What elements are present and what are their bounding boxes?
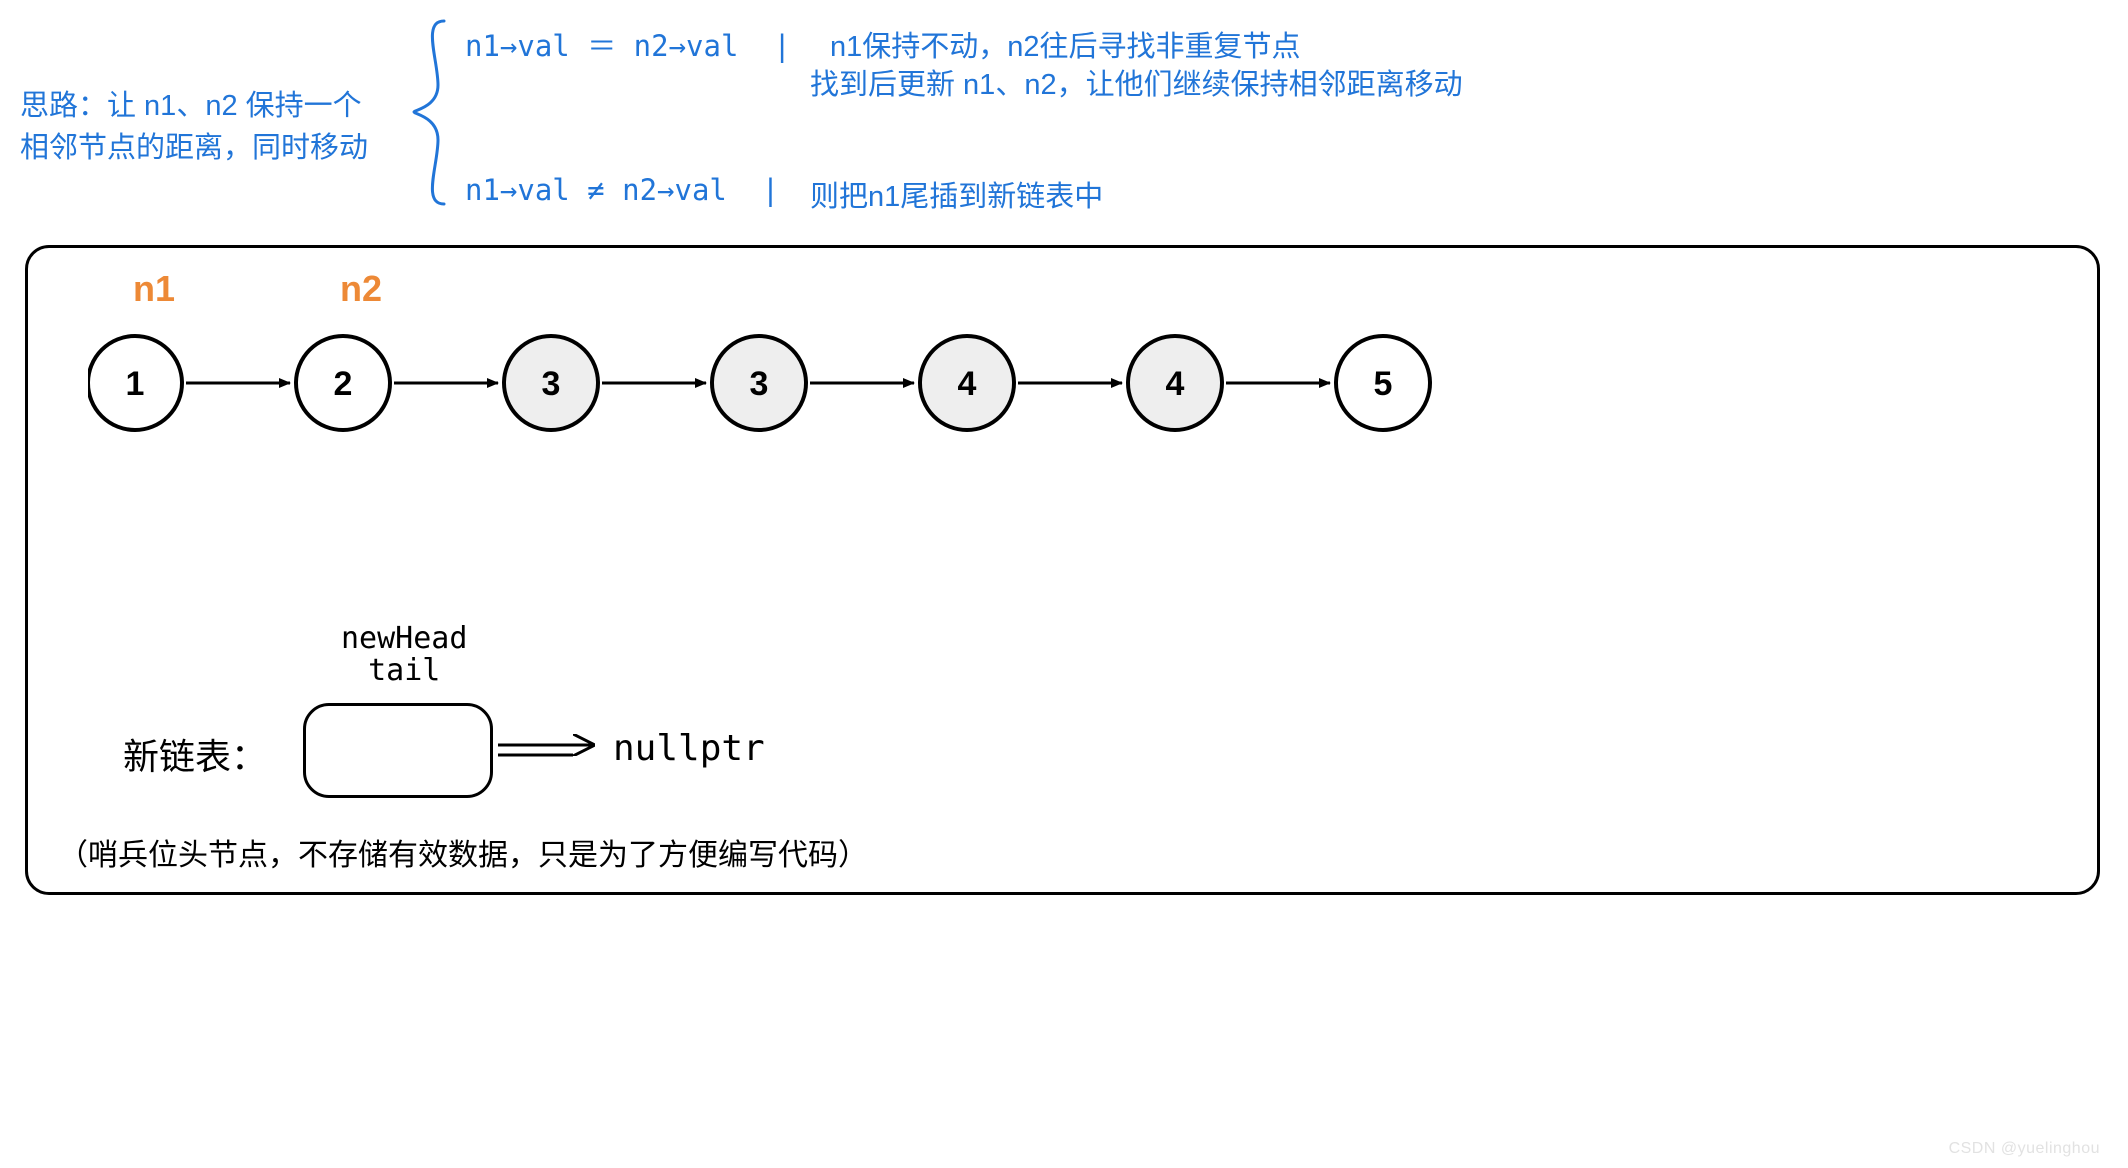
case-notequal-condition: n1→val ≠ n2→val | [465,173,779,207]
pointer-n1-label: n1 [133,268,175,310]
list-node-value: 1 [126,365,145,403]
idea-line1: 思路：让 n1、n2 保持一个 [20,90,362,122]
curly-brace [408,15,448,210]
concept-block: 思路：让 n1、n2 保持一个 相邻节点的距离，同时移动 n1→val ＝ n2… [20,15,2108,210]
newlist-arrow [123,618,1023,818]
list-node-value: 4 [958,365,977,403]
pointer-n2-label: n2 [340,268,382,310]
idea-text: 思路：让 n1、n2 保持一个 相邻节点的距离，同时移动 [20,85,368,169]
list-node-value: 5 [1374,365,1393,403]
diagram-panel: n1 n2 1233445 newHead tail 新链表： [25,245,2100,895]
list-node-value: 3 [750,365,769,403]
case-equal-desc-2: 找到后更新 n1、n2，让他们继续保持相邻距离移动 [810,61,1463,103]
list-node-value: 4 [1166,365,1185,403]
list-node-value: 3 [542,365,561,403]
case-equal-desc-1: n1保持不动，n2往后寻找非重复节点 [830,23,1301,65]
watermark-text: CSDN @yuelinghou [1949,1140,2100,1158]
list-node-value: 2 [334,365,353,403]
new-list-area: newHead tail 新链表： nullptr [123,618,1023,798]
nullptr-label: nullptr [613,728,765,769]
sentinel-footnote: （哨兵位头节点，不存储有效数据，只是为了方便编写代码） [58,830,868,874]
case-equal-condition: n1→val ＝ n2→val | [465,23,791,65]
idea-line2: 相邻节点的距离，同时移动 [20,132,368,164]
page-root: 思路：让 n1、n2 保持一个 相邻节点的距离，同时移动 n1→val ＝ n2… [0,0,2128,1168]
case-notequal-desc: 则把n1尾插到新链表中 [810,173,1103,215]
linked-list-row: 1 2 3 3 4 4 5 [88,328,2067,438]
